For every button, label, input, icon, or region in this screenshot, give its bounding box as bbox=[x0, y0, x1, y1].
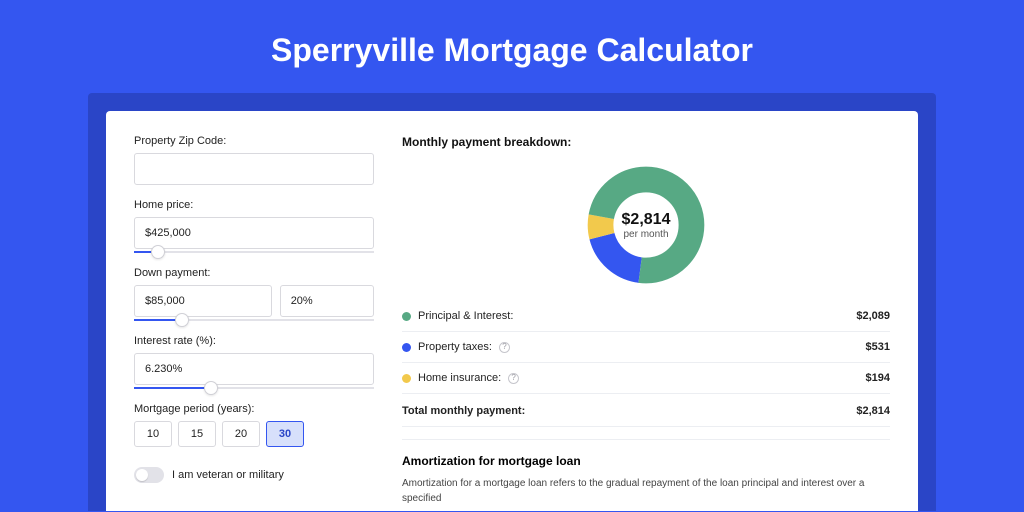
legend-dot-ins bbox=[402, 374, 411, 383]
down-pct-input[interactable] bbox=[280, 285, 374, 317]
down-field: Down payment: bbox=[134, 267, 374, 321]
price-label: Home price: bbox=[134, 199, 374, 211]
price-field: Home price: bbox=[134, 199, 374, 253]
down-slider[interactable] bbox=[134, 319, 374, 321]
down-slider-thumb[interactable] bbox=[175, 313, 189, 327]
price-input[interactable] bbox=[134, 217, 374, 249]
rate-slider-fill bbox=[134, 387, 211, 389]
down-label: Down payment: bbox=[134, 267, 374, 279]
form-panel: Property Zip Code: Home price: Down paym… bbox=[134, 135, 374, 511]
info-icon[interactable]: ? bbox=[508, 373, 519, 384]
period-field: Mortgage period (years): 10152030 bbox=[134, 403, 374, 447]
rate-label: Interest rate (%): bbox=[134, 335, 374, 347]
amort-title: Amortization for mortgage loan bbox=[402, 454, 890, 468]
legend-line-tax: Property taxes:? $531 bbox=[402, 332, 890, 363]
period-option-15[interactable]: 15 bbox=[178, 421, 216, 447]
rate-input[interactable] bbox=[134, 353, 374, 385]
total-value: $2,814 bbox=[856, 405, 890, 417]
amort-section: Amortization for mortgage loan Amortizat… bbox=[402, 439, 890, 506]
legend-value-tax: $531 bbox=[866, 341, 890, 353]
period-option-20[interactable]: 20 bbox=[222, 421, 260, 447]
legend-dot-tax bbox=[402, 343, 411, 352]
rate-slider[interactable] bbox=[134, 387, 374, 389]
legend-label-ins: Home insurance: bbox=[418, 372, 501, 384]
period-option-10[interactable]: 10 bbox=[134, 421, 172, 447]
legend-value-ins: $194 bbox=[866, 372, 890, 384]
price-slider[interactable] bbox=[134, 251, 374, 253]
legend-line-ins: Home insurance:? $194 bbox=[402, 363, 890, 393]
donut-sub: per month bbox=[623, 229, 668, 240]
donut-amount: $2,814 bbox=[622, 211, 671, 229]
outer-card: Property Zip Code: Home price: Down paym… bbox=[88, 93, 936, 511]
donut-center: $2,814 per month bbox=[586, 165, 706, 285]
legend-line-pi: Principal & Interest: $2,089 bbox=[402, 301, 890, 332]
veteran-toggle-knob bbox=[136, 469, 148, 481]
total-label: Total monthly payment: bbox=[402, 405, 525, 417]
period-options: 10152030 bbox=[134, 421, 374, 447]
zip-input[interactable] bbox=[134, 153, 374, 185]
down-input[interactable] bbox=[134, 285, 272, 317]
zip-field: Property Zip Code: bbox=[134, 135, 374, 185]
legend-dot-pi bbox=[402, 312, 411, 321]
total-line: Total monthly payment: $2,814 bbox=[402, 393, 890, 427]
breakdown-panel: Monthly payment breakdown: $2,814 per mo… bbox=[402, 135, 890, 511]
amort-text: Amortization for a mortgage loan refers … bbox=[402, 476, 890, 506]
veteran-toggle[interactable] bbox=[134, 467, 164, 483]
legend: Principal & Interest: $2,089 Property taxe… bbox=[402, 301, 890, 393]
legend-label-pi: Principal & Interest: bbox=[418, 310, 513, 322]
breakdown-heading: Monthly payment breakdown: bbox=[402, 135, 890, 149]
donut-wrap: $2,814 per month bbox=[402, 159, 890, 301]
rate-field: Interest rate (%): bbox=[134, 335, 374, 389]
period-label: Mortgage period (years): bbox=[134, 403, 374, 415]
legend-value-pi: $2,089 bbox=[856, 310, 890, 322]
veteran-row: I am veteran or military bbox=[134, 467, 374, 483]
veteran-label: I am veteran or military bbox=[172, 469, 284, 481]
info-icon[interactable]: ? bbox=[499, 342, 510, 353]
zip-label: Property Zip Code: bbox=[134, 135, 374, 147]
page-title: Sperryville Mortgage Calculator bbox=[0, 0, 1024, 93]
donut-chart: $2,814 per month bbox=[586, 165, 706, 285]
calculator-card: Property Zip Code: Home price: Down paym… bbox=[106, 111, 918, 511]
legend-label-tax: Property taxes: bbox=[418, 341, 492, 353]
period-option-30[interactable]: 30 bbox=[266, 421, 304, 447]
price-slider-thumb[interactable] bbox=[151, 245, 165, 259]
rate-slider-thumb[interactable] bbox=[204, 381, 218, 395]
